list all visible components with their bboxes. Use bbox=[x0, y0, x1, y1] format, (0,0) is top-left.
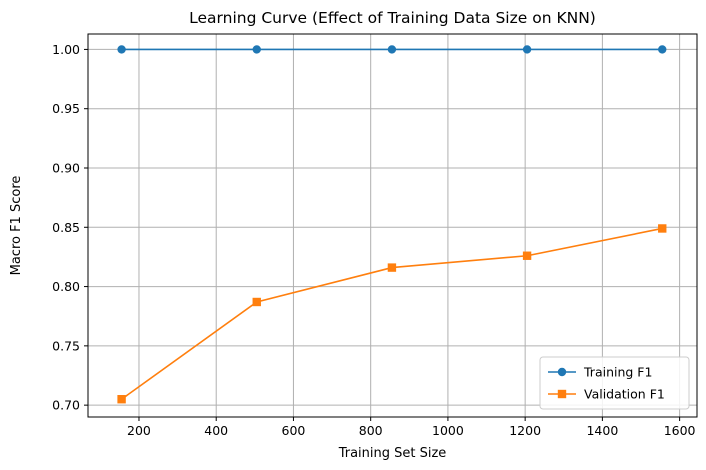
x-axis-ticks: 200 400 600 800 1000 1200 1400 1600 bbox=[127, 417, 696, 438]
y-tick-label: 1.00 bbox=[52, 42, 80, 57]
y-tick-label: 0.85 bbox=[52, 220, 80, 235]
x-tick-label: 600 bbox=[282, 423, 306, 438]
validation-f1-point bbox=[117, 395, 126, 404]
grid-lines bbox=[88, 34, 697, 417]
legend: Training F1 Validation F1 bbox=[539, 356, 690, 410]
validation-f1-point bbox=[252, 297, 261, 307]
y-tick-label: 0.90 bbox=[52, 160, 80, 175]
series-group bbox=[117, 45, 667, 404]
legend-validation-f1-marker bbox=[557, 389, 567, 399]
legend-box bbox=[539, 356, 690, 410]
validation-f1-point bbox=[658, 224, 667, 233]
x-tick-label: 1000 bbox=[432, 423, 464, 438]
x-tick-label: 800 bbox=[359, 423, 383, 438]
training-f1-point bbox=[522, 45, 532, 54]
y-tick-label: 0.80 bbox=[52, 279, 80, 294]
y-tick-label: 0.70 bbox=[52, 398, 80, 413]
training-f1-point bbox=[658, 45, 667, 54]
legend-training-f1-label: Training F1 bbox=[583, 365, 652, 380]
training-f1-point bbox=[387, 45, 397, 54]
x-axis-label: Training Set Size bbox=[338, 446, 447, 461]
training-f1-point bbox=[117, 45, 126, 54]
legend-validation-f1-label: Validation F1 bbox=[584, 387, 665, 402]
training-f1-point bbox=[252, 45, 261, 54]
plot-frame bbox=[87, 33, 698, 418]
x-tick-label: 1600 bbox=[664, 423, 696, 438]
x-tick-label: 1200 bbox=[509, 423, 541, 438]
validation-f1-point bbox=[522, 251, 532, 260]
y-tick-label: 0.75 bbox=[52, 338, 80, 353]
chart-title: Learning Curve (Effect of Training Data … bbox=[189, 9, 596, 27]
x-tick-label: 200 bbox=[127, 423, 151, 438]
legend-training-f1-marker bbox=[557, 367, 567, 377]
x-tick-label: 1400 bbox=[586, 423, 618, 438]
y-tick-label: 0.95 bbox=[52, 101, 80, 116]
x-tick-label: 400 bbox=[204, 423, 228, 438]
y-axis-ticks: 0.70 0.75 0.80 0.85 0.90 0.95 1.00 bbox=[52, 42, 88, 413]
y-axis-label: Macro F1 Score bbox=[9, 176, 24, 276]
validation-f1-point bbox=[387, 263, 397, 272]
